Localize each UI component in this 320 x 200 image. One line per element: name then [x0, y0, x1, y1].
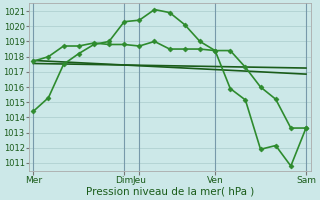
X-axis label: Pression niveau de la mer( hPa ): Pression niveau de la mer( hPa ): [85, 187, 254, 197]
